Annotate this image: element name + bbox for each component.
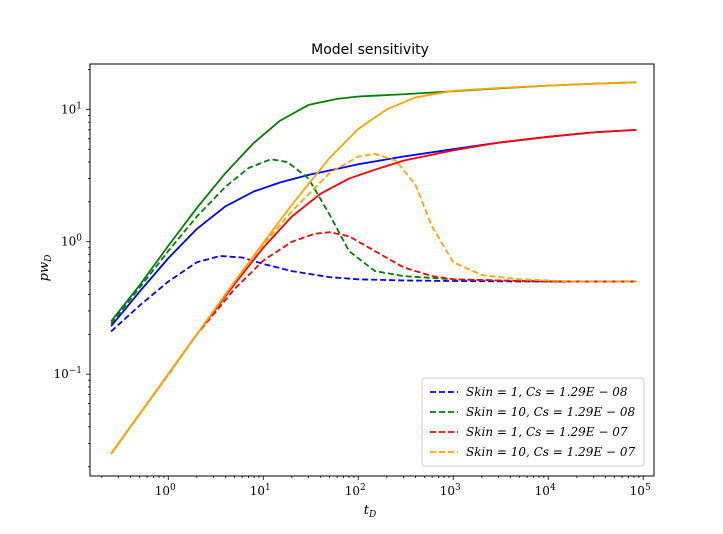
series-lines: [110, 81, 637, 455]
legend: Skin = 1, Cs = 1.29E − 08 Skin = 10, Cs =…: [421, 377, 645, 467]
series-line-8-solid: [110, 81, 637, 455]
legend-label: Skin = 10, Cs = 1.29E − 07: [466, 445, 635, 459]
plot-frame: [89, 63, 655, 477]
series-line-1-dashed: [110, 255, 637, 333]
legend-label: Skin = 1, Cs = 1.29E − 07: [466, 425, 628, 439]
legend-box: [421, 377, 645, 467]
legend-label: Skin = 1, Cs = 1.29E − 08: [466, 385, 628, 399]
x-axis-ticks: 100 101 102 103 104 105: [101, 476, 651, 498]
chart-title: Model sensitivity: [311, 42, 429, 58]
plot-area: [89, 63, 655, 477]
legend-label: Skin = 10, Cs = 1.29E − 08: [466, 405, 635, 419]
series-line-3-dashed: [110, 158, 637, 325]
